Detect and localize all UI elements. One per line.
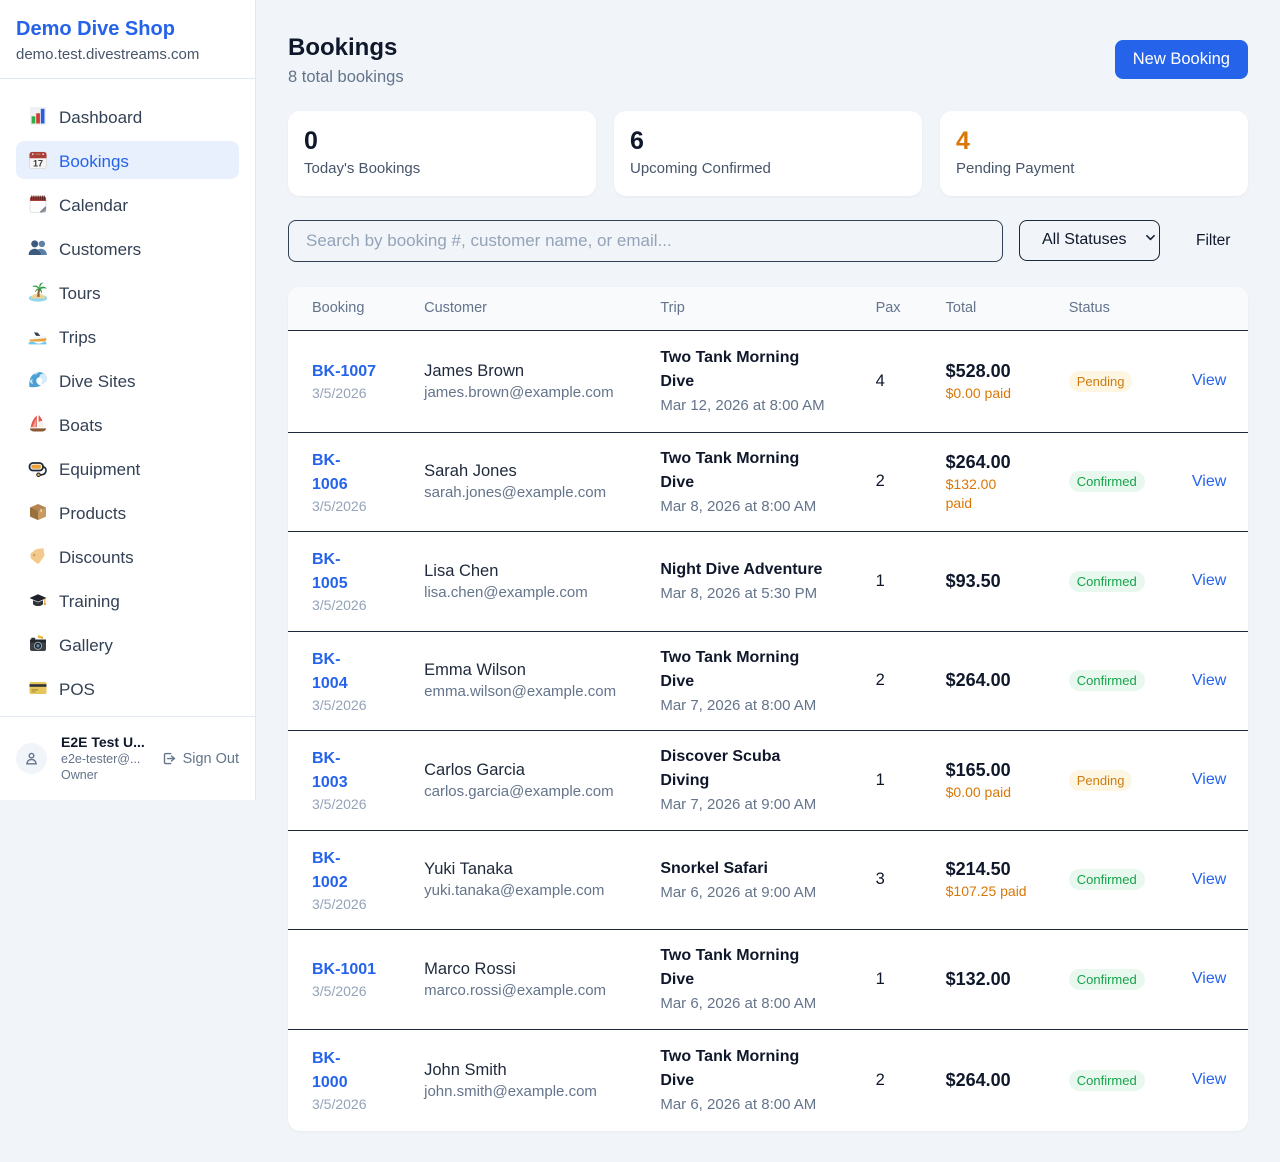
svg-text:17: 17 bbox=[33, 159, 43, 169]
